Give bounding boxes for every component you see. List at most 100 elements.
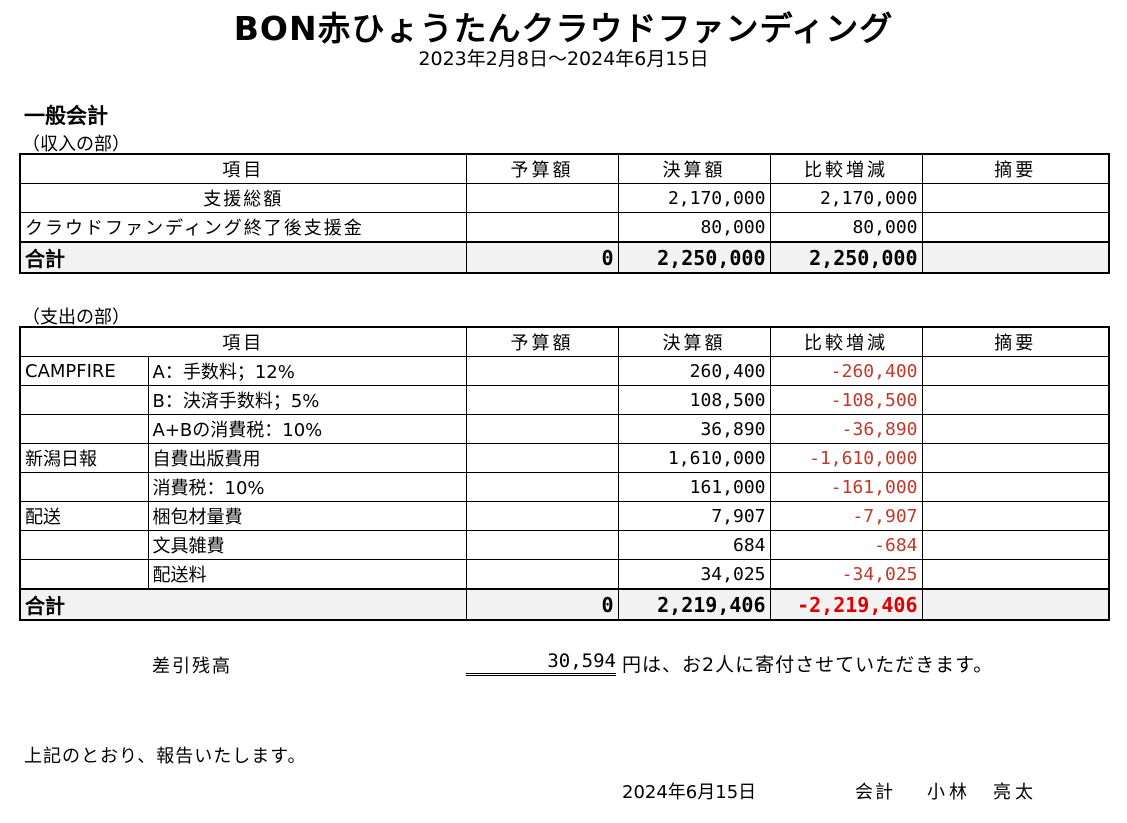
signature-date: 2024年6月15日 [622, 782, 757, 803]
table-row: クラウドファンディング終了後支援金 80,000 80,000 [19, 212, 1110, 243]
expense-total-note [921, 588, 1110, 621]
expense-diff: -1,610,000 [769, 443, 923, 473]
expense-item: 文具雑費 [147, 530, 467, 560]
income-total-actual: 2,250,000 [617, 241, 771, 274]
income-note [921, 183, 1110, 213]
expense-diff: -108,500 [769, 385, 923, 415]
expense-item: A+Bの消費税：10% [147, 414, 467, 444]
expense-group [19, 559, 149, 590]
expense-total-row: 合計 0 2,219,406 -2,219,406 [19, 588, 1110, 621]
expense-budget [465, 356, 619, 386]
table-row: B：決済手数料；5% 108,500 -108,500 [19, 385, 1110, 415]
expense-diff: -36,890 [769, 414, 923, 444]
section-title: 一般会計 [24, 104, 108, 128]
income-heading: （収入の部） [22, 134, 130, 155]
expense-item: 自費出版費用 [147, 443, 467, 473]
income-diff: 80,000 [769, 212, 923, 243]
expense-budget [465, 501, 619, 531]
expense-diff: -7,907 [769, 501, 923, 531]
expense-group: 新潟日報 [19, 443, 149, 473]
income-budget [465, 183, 619, 213]
expense-budget [465, 443, 619, 473]
table-row: 支援総額 2,170,000 2,170,000 [19, 183, 1110, 213]
expense-note [921, 559, 1110, 590]
income-total-row: 合計 0 2,250,000 2,250,000 [19, 241, 1110, 274]
income-actual: 2,170,000 [617, 183, 771, 213]
expense-actual: 161,000 [617, 472, 771, 502]
expense-group [19, 414, 149, 444]
expense-group: CAMPFIRE [19, 356, 149, 386]
income-total-note [921, 241, 1110, 274]
expense-budget [465, 559, 619, 590]
expense-note [921, 385, 1110, 415]
expense-actual: 1,610,000 [617, 443, 771, 473]
header-actual: 決算額 [617, 153, 771, 184]
expense-note [921, 356, 1110, 386]
expense-note [921, 530, 1110, 560]
header-note: 摘要 [921, 326, 1110, 357]
signature-name: 小林 亮太 [927, 782, 1037, 803]
expense-diff: -34,025 [769, 559, 923, 590]
expense-group: 配送 [19, 501, 149, 531]
income-diff: 2,170,000 [769, 183, 923, 213]
expense-header-row: 項目 予算額 決算額 比較増減 摘要 [19, 326, 1110, 357]
expense-total-actual: 2,219,406 [617, 588, 771, 621]
document-title: BON赤ひょうたんクラウドファンディング [233, 9, 894, 48]
expense-actual: 36,890 [617, 414, 771, 444]
expense-item: B：決済手数料；5% [147, 385, 467, 415]
expense-actual: 34,025 [617, 559, 771, 590]
expense-budget [465, 530, 619, 560]
table-row: 消費税：10% 161,000 -161,000 [19, 472, 1110, 502]
table-row: 文具雑費 684 -684 [19, 530, 1110, 560]
expense-note [921, 472, 1110, 502]
income-item: クラウドファンディング終了後支援金 [19, 212, 467, 243]
expense-group [19, 472, 149, 502]
expense-group [19, 385, 149, 415]
signature-role: 会計 [855, 782, 895, 803]
expense-actual: 7,907 [617, 501, 771, 531]
header-budget: 予算額 [465, 153, 619, 184]
income-table: 項目 予算額 決算額 比較増減 摘要 支援総額 2,170,000 2,170,… [19, 153, 1110, 274]
document-period: 2023年2月8日～2024年6月15日 [418, 48, 709, 70]
expense-note [921, 443, 1110, 473]
table-row: 新潟日報 自費出版費用 1,610,000 -1,610,000 [19, 443, 1110, 473]
header-diff: 比較増減 [769, 326, 923, 357]
expense-item: 配送料 [147, 559, 467, 590]
table-row: CAMPFIRE A：手数料；12% 260,400 -260,400 [19, 356, 1110, 386]
report-text: 上記のとおり、報告いたします。 [24, 746, 307, 767]
expense-diff: -161,000 [769, 472, 923, 502]
header-item: 項目 [19, 153, 467, 184]
expense-heading: （支出の部） [22, 307, 130, 328]
expense-note [921, 414, 1110, 444]
expense-diff: -260,400 [769, 356, 923, 386]
income-total-label: 合計 [19, 241, 467, 274]
expense-table: 項目 予算額 決算額 比較増減 摘要 CAMPFIRE A：手数料；12% 26… [19, 326, 1110, 621]
header-diff: 比較増減 [769, 153, 923, 184]
income-note [921, 212, 1110, 243]
income-item: 支援総額 [19, 183, 467, 213]
expense-total-label: 合計 [19, 588, 467, 621]
expense-budget [465, 472, 619, 502]
header-note: 摘要 [921, 153, 1110, 184]
header-actual: 決算額 [617, 326, 771, 357]
expense-actual: 108,500 [617, 385, 771, 415]
table-row: A+Bの消費税：10% 36,890 -36,890 [19, 414, 1110, 444]
expense-budget [465, 414, 619, 444]
expense-note [921, 501, 1110, 531]
expense-item: 梱包材量費 [147, 501, 467, 531]
expense-actual: 260,400 [617, 356, 771, 386]
header-item: 項目 [19, 326, 467, 357]
expense-total-diff: -2,219,406 [769, 588, 923, 621]
expense-item: A：手数料；12% [147, 356, 467, 386]
income-total-budget: 0 [465, 241, 619, 274]
expense-total-budget: 0 [465, 588, 619, 621]
table-row: 配送 梱包材量費 7,907 -7,907 [19, 501, 1110, 531]
income-budget [465, 212, 619, 243]
income-total-diff: 2,250,000 [769, 241, 923, 274]
expense-budget [465, 385, 619, 415]
expense-group [19, 530, 149, 560]
balance-label: 差引残高 [152, 656, 232, 677]
expense-actual: 684 [617, 530, 771, 560]
income-header-row: 項目 予算額 決算額 比較増減 摘要 [19, 153, 1110, 184]
table-row: 配送料 34,025 -34,025 [19, 559, 1110, 590]
